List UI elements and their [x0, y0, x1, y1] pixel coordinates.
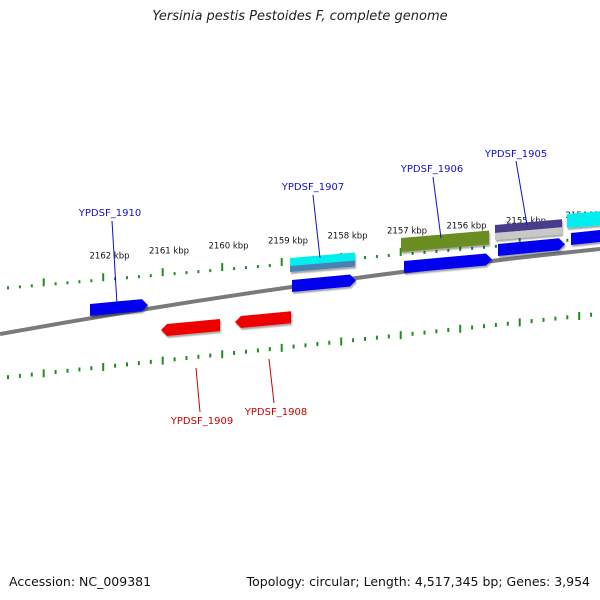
kbp-tick-label: 2162 kbp — [90, 252, 130, 262]
kbp-tick-label: 2157 kbp — [387, 226, 427, 236]
feature-layer — [90, 211, 600, 336]
gene-leader-line — [268, 358, 275, 404]
gene-label: YPDSF_1908 — [244, 407, 307, 418]
gene-label: YPDSF_1909 — [170, 416, 233, 427]
gene-block-forward — [404, 253, 492, 273]
feature-block-slate — [495, 219, 562, 233]
gene-leader-line — [515, 160, 528, 226]
inner-kbp-scale — [7, 312, 593, 380]
genome-summary-text: Topology: circular; Length: 4,517,345 bp… — [246, 574, 590, 589]
gene-block-forward — [498, 238, 565, 256]
feature-block-olive — [401, 230, 489, 252]
accession-text: Accession: NC_009381 — [9, 574, 152, 589]
gene-label-layer: YPDSF_1910 YPDSF_1909 YPDSF_1908 YPDSF_1907… — [78, 149, 547, 427]
feature-block-cyan — [290, 252, 355, 266]
kbp-tick-label: 2161 kbp — [149, 247, 189, 257]
gene-block-forward — [292, 274, 356, 292]
gene-label: YPDSF_1907 — [281, 182, 344, 193]
map-title: Yersinia pestis Pestoides F, complete ge… — [152, 9, 448, 24]
gene-leader-line — [111, 220, 118, 305]
feature-block-steel — [290, 260, 355, 272]
feature-block-silver — [495, 227, 562, 240]
kbp-tick-label: 2159 kbp — [268, 237, 308, 247]
kbp-tick-label: 2158 kbp — [328, 231, 368, 241]
feature-block-cyan — [567, 211, 600, 228]
gene-block-reverse — [161, 318, 220, 336]
kbp-tick-label: 2160 kbp — [209, 242, 249, 252]
gene-block-forward — [571, 230, 600, 245]
gene-label: YPDSF_1910 — [78, 208, 141, 219]
gene-label: YPDSF_1906 — [400, 164, 463, 175]
gene-block-forward — [90, 299, 148, 316]
gene-block-reverse — [235, 311, 291, 328]
kbp-tick-label: 2156 kbp — [447, 221, 487, 231]
gene-leader-line — [312, 194, 321, 259]
gene-leader-line — [195, 367, 201, 413]
gene-label: YPDSF_1905 — [484, 149, 547, 160]
gene-leader-line — [432, 176, 442, 239]
